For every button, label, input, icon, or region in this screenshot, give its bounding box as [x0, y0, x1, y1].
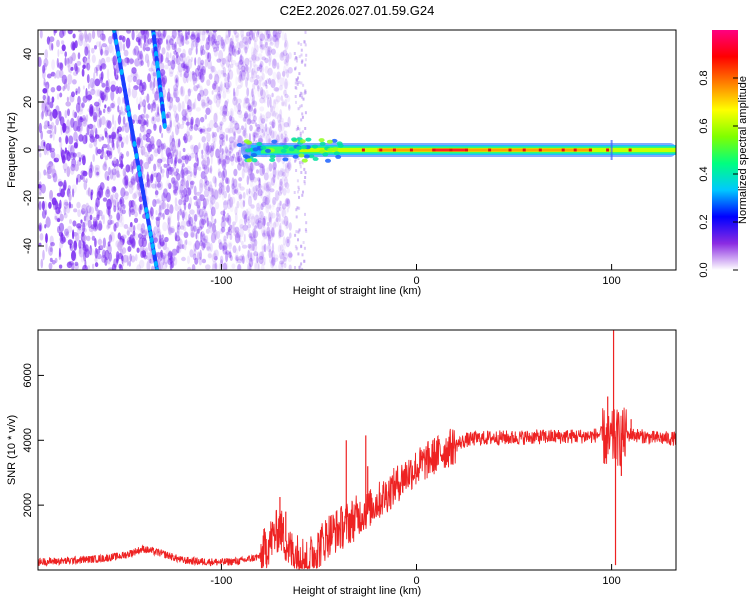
snr-ytick-label: 6000	[22, 363, 34, 387]
carrier-band	[236, 137, 676, 163]
spectrogram-xtick-label: 100	[602, 275, 620, 287]
snr-xtick-label: 0	[413, 575, 419, 587]
colorbar-tick-label: 0.6	[698, 118, 710, 133]
spectrogram-ylabel: Frequency (Hz)	[6, 112, 18, 188]
spectrogram-ytick-label: -20	[22, 190, 34, 206]
colorbar-tick-label: 0.0	[698, 262, 710, 277]
colorbar-label: Normalized spectral amplitude	[737, 76, 749, 224]
noise-region	[38, 30, 308, 270]
snr-xtick-label: 100	[602, 575, 620, 587]
colorbar: 0.0 0.2 0.4 0.6 0.8 Normalized spectral ampl…	[698, 30, 749, 278]
track-1	[112, 30, 160, 270]
colorbar-tick-label: 0.8	[698, 70, 710, 85]
track-2	[151, 30, 167, 129]
colorbar-tick-label: 0.2	[698, 214, 710, 229]
snr-frame	[38, 330, 676, 570]
snr-plot: -100 0 100 2000 4000 6000 Height of straight…	[6, 329, 677, 597]
spectrogram-ytick-label: 40	[22, 48, 34, 60]
snr-series-line	[38, 407, 676, 570]
snr-xtick-label: -100	[210, 575, 232, 587]
snr-ytick-label: 4000	[22, 428, 34, 452]
snr-xlabel: Height of straight line (km)	[293, 585, 421, 597]
spectrogram-ytick-label: 20	[22, 96, 34, 108]
spectrogram-ytick-label: 0	[22, 147, 34, 153]
colorbar-tick-label: 0.4	[698, 166, 710, 181]
snr-ytick-label: 2000	[22, 493, 34, 517]
colorbar-gradient	[712, 30, 738, 270]
spectrogram-ytick-label: -40	[22, 238, 34, 254]
spectrogram-plot: -100 0 100 -40 -20 0 20 40 Height of straight …	[6, 29, 677, 297]
spectrogram-xtick-label: -100	[210, 275, 232, 287]
spectrogram-xtick-label: 0	[413, 275, 419, 287]
figure-title: C2E2.2026.027.01.59.G24	[280, 3, 435, 18]
spectrogram-xlabel: Height of straight line (km)	[293, 285, 421, 297]
snr-ylabel: SNR (10 * v/v)	[6, 415, 18, 485]
